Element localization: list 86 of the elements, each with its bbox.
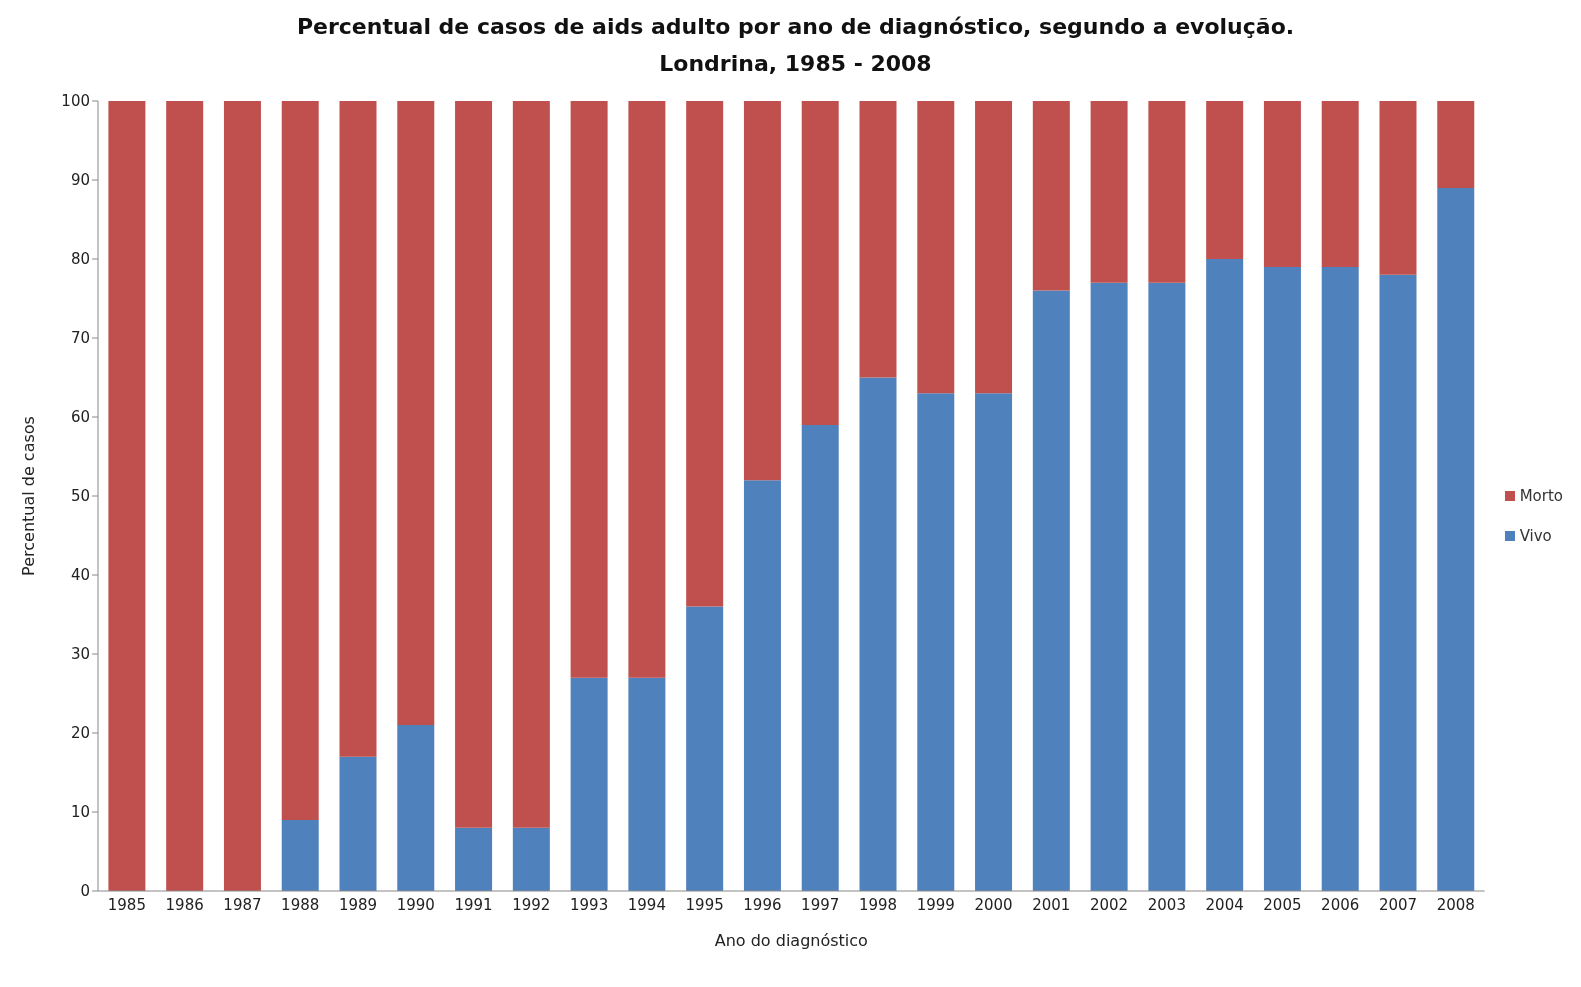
bar	[1090, 101, 1128, 283]
x-tick-label: 2008	[1436, 895, 1475, 914]
bar	[281, 101, 319, 820]
bar	[1437, 187, 1475, 891]
bar	[917, 101, 955, 394]
y-tick-label: 90	[70, 171, 90, 190]
x-tick-label: 1996	[743, 895, 782, 914]
bar	[917, 393, 955, 891]
chart-title: Percentual de casos de aids adulto por ano de diagnóstico, segundo a evolução.	[295, 14, 1296, 39]
bar	[1032, 101, 1070, 291]
y-tick-label: 10	[70, 803, 90, 822]
legend-label: Morto	[1519, 487, 1563, 505]
x-tick-label: 2004	[1205, 895, 1244, 914]
bar	[166, 101, 204, 891]
y-tick-label: 50	[70, 487, 90, 506]
bar	[859, 101, 897, 378]
bar	[1206, 259, 1244, 891]
x-tick-label: 1993	[570, 895, 609, 914]
x-tick-label: 1988	[281, 895, 320, 914]
bar	[1437, 101, 1475, 188]
x-tick-label: 2003	[1147, 895, 1186, 914]
y-axis-title: Percentual de casos	[18, 416, 38, 576]
bar	[281, 819, 319, 891]
y-tick-label: 40	[70, 566, 90, 585]
bar	[1032, 290, 1070, 891]
bar	[628, 677, 666, 891]
y-tick-label: 20	[70, 724, 90, 743]
chart-subtitle: Londrina, 1985 - 2008	[658, 51, 933, 76]
x-tick-label: 2001	[1032, 895, 1071, 914]
bar	[1321, 266, 1359, 891]
bar	[455, 827, 493, 891]
x-tick-label: 1995	[685, 895, 724, 914]
bar	[397, 101, 435, 726]
x-axis-title: Ano do diagnóstico	[714, 931, 868, 950]
bar	[975, 393, 1013, 891]
x-tick-label: 1987	[223, 895, 262, 914]
x-tick-label: 1998	[858, 895, 898, 914]
x-tick-label: 1989	[338, 895, 378, 914]
bar	[801, 101, 839, 425]
bar	[339, 101, 377, 757]
bar	[397, 725, 435, 891]
x-tick-label: 1994	[627, 895, 666, 914]
bar	[570, 677, 608, 891]
y-tick-label: 0	[80, 882, 90, 901]
y-tick-label: 60	[70, 408, 90, 427]
legend-label: Vivo	[1519, 527, 1552, 545]
bar	[628, 101, 666, 678]
x-tick-label: 1997	[801, 895, 840, 914]
bar	[1379, 274, 1417, 891]
bar	[339, 756, 377, 891]
bar	[1148, 282, 1186, 891]
x-tick-label: 2002	[1090, 895, 1129, 914]
y-tick-label: 30	[70, 645, 90, 664]
bar	[1090, 282, 1128, 891]
x-tick-label: 1999	[916, 895, 955, 914]
x-tick-label: 1985	[107, 895, 146, 914]
bar	[1263, 101, 1301, 267]
x-tick-label: 2006	[1321, 895, 1360, 914]
x-tick-label: 1986	[165, 895, 204, 914]
x-tick-label: 1990	[396, 895, 435, 914]
bar	[975, 101, 1013, 394]
bar	[1321, 101, 1359, 267]
bar	[1379, 101, 1417, 275]
bar	[686, 606, 724, 891]
x-tick-label: 2007	[1378, 895, 1418, 914]
bar	[686, 101, 724, 607]
y-tick-label: 100	[61, 92, 90, 111]
bar	[512, 101, 550, 828]
bar	[1263, 266, 1301, 891]
bar	[512, 827, 550, 891]
bar	[1206, 101, 1244, 259]
x-tick-label: 2005	[1263, 895, 1302, 914]
bar	[801, 424, 839, 891]
x-tick-label: 1992	[512, 895, 551, 914]
bar	[223, 101, 261, 891]
x-tick-label: 2000	[974, 895, 1013, 914]
y-tick-label: 80	[70, 250, 90, 269]
bar	[455, 101, 493, 828]
bar	[859, 377, 897, 891]
bar	[570, 101, 608, 678]
bar	[743, 480, 781, 891]
x-tick-label: 1991	[454, 895, 493, 914]
y-tick-label: 70	[70, 329, 90, 348]
bar	[108, 101, 146, 891]
bar	[1148, 101, 1186, 283]
bar	[743, 101, 781, 481]
